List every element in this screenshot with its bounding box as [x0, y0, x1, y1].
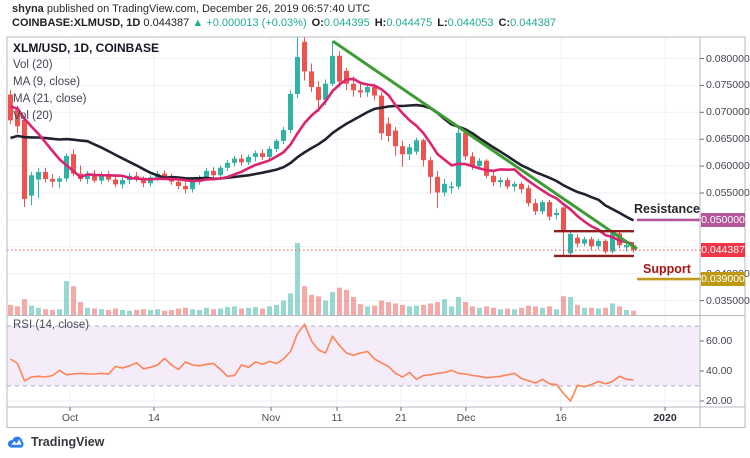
- legend-item[interactable]: MA (9, close): [13, 76, 81, 88]
- tradingview-logo-icon: [8, 436, 24, 448]
- ohlc-values: O:0.044395 H:0.044475 L:0.044053 C:0.044387: [307, 17, 556, 29]
- time-tick-label: 14: [148, 412, 160, 424]
- price-axis-badge-last-price: 0.044387: [701, 243, 745, 258]
- legend-item[interactable]: Vol (20): [13, 110, 53, 122]
- author-name: shyna: [12, 3, 44, 15]
- time-tick-label: Dec: [456, 412, 476, 424]
- ohlc-value: 0.044053: [447, 17, 494, 29]
- chart-legend[interactable]: XLM/USD, 1D, COINBASE Vol (20) MA (9, clo…: [13, 40, 159, 125]
- price-tick-label: 0.080000: [706, 52, 750, 65]
- price-tick-label: 0.055000: [706, 187, 750, 199]
- time-tick-label: 21: [395, 412, 407, 424]
- tradingview-brand-text: TradingView: [31, 435, 105, 449]
- support-annotation-label[interactable]: Support: [643, 262, 691, 276]
- price-tick-label: 0.060000: [706, 160, 750, 173]
- ohlc-label: C:: [498, 17, 511, 29]
- legend-indicators: Vol (20) MA (9, close) MA (21, close) Vol (…: [13, 57, 159, 125]
- time-tick-label: 2020: [653, 412, 677, 424]
- time-tick-label: 11: [331, 412, 343, 424]
- ohlc-label: L:: [437, 17, 448, 29]
- publish-byline: shyna published on TradingView.com, Dece…: [12, 3, 370, 15]
- rsi-tick-label: 20.00: [706, 395, 733, 407]
- byline-text: published on TradingView.com, December 2…: [43, 3, 371, 15]
- price-tick-label: 0.070000: [706, 106, 750, 119]
- rsi-tick-label: 40.00: [706, 365, 733, 377]
- ohlc-label: O:: [311, 17, 324, 29]
- rsi-tick-label: 60.00: [706, 335, 733, 347]
- tradingview-footer-link[interactable]: TradingView: [8, 435, 104, 449]
- ohlc-label: H:: [374, 17, 387, 29]
- legend-item[interactable]: Vol (20): [13, 59, 53, 71]
- price-change: ▲ +0.000013 (+0.03%): [192, 17, 307, 29]
- price-axis-badge-resistance: 0.050000: [701, 212, 745, 227]
- ohlc-value: 0.044475: [386, 17, 433, 29]
- legend-item[interactable]: MA (21, close): [13, 93, 87, 105]
- price-tick-label: 0.035000: [706, 294, 750, 307]
- time-tick-label: 16: [555, 412, 567, 424]
- time-tick-label: Oct: [61, 412, 79, 424]
- resistance-annotation-label[interactable]: Resistance: [633, 202, 700, 216]
- price-tick-label: 0.065000: [706, 133, 750, 146]
- price-axis-badge-support: 0.039000: [701, 272, 745, 287]
- ohlc-value: 0.044395: [323, 17, 370, 29]
- legend-title: XLM/USD, 1D, COINBASE: [13, 41, 160, 55]
- symbol-info-line: COINBASE:XLMUSD, 1D 0.044387 ▲ +0.000013…: [12, 17, 556, 29]
- time-tick-label: Nov: [261, 412, 281, 424]
- rsi-pane-title: RSI (14, close): [13, 319, 90, 331]
- symbol-name: COINBASE:XLMUSD, 1D: [12, 17, 141, 29]
- ohlc-value: 0.044387: [510, 17, 557, 29]
- price-tick-label: 0.075000: [706, 79, 750, 92]
- last-price: 0.044387: [143, 17, 190, 29]
